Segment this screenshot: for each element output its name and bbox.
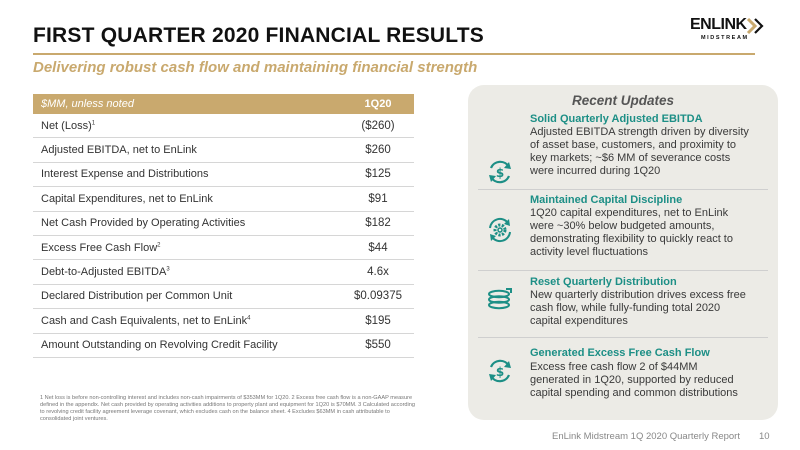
update-body-line: Excess free cash flow 2 of $44MM [530,361,698,373]
row-value: $44 [368,241,388,254]
update-divider [478,270,768,271]
row-label-text: Capital Expenditures, net to EnLink [41,192,213,205]
enlink-logo: ENLINK MIDSTREAM [690,16,772,48]
update-divider [478,189,768,190]
dollar-cycle-icon: $ [486,357,514,385]
row-value: $182 [365,217,391,230]
row-value: $195 [365,314,391,327]
row-value: ($260) [361,119,395,132]
update-heading: Solid Quarterly Adjusted EBITDA [530,113,703,125]
update-body: Excess free cash flow 2 of $44MM generate… [530,361,770,400]
table-row: Cash and Cash Equivalents, net to EnLink… [33,309,414,334]
recent-updates-panel: Recent Updates $ Solid Quarterly Adjuste… [468,85,778,420]
report-name: EnLink Midstream 1Q 2020 Quarterly Repor… [552,431,740,442]
table-row: Net (Loss)1 ($260) [33,114,414,139]
row-label: Cash and Cash Equivalents, net to EnLink… [33,315,342,327]
dollar-cycle-icon: $ [486,158,514,186]
table-header: $MM, unless noted 1Q20 [33,94,414,114]
update-body-line: New quarterly distribution drives excess… [530,289,746,301]
row-label-text: Cash and Cash Equivalents, net to EnLink [41,314,248,327]
logo-chevron-icon [746,17,764,35]
row-label: Adjusted EBITDA, net to EnLink [33,144,342,156]
update-body: 1Q20 capital expenditures, net to EnLink… [530,207,770,259]
gear-cycle-icon [486,216,514,244]
update-body: Adjusted EBITDA strength driven by diver… [530,126,770,178]
title-rule [33,53,755,55]
footnote-marker: 4 [247,315,251,322]
update-body-line: generated in 1Q20, supported by reduced [530,374,734,386]
update-heading: Maintained Capital Discipline [530,194,683,206]
update-body-line: Adjusted EBITDA strength driven by diver… [530,126,749,138]
update-heading: Generated Excess Free Cash Flow [530,347,710,359]
footnote-marker: 1 [91,120,96,127]
svg-text:$: $ [496,365,504,379]
table-row: Adjusted EBITDA, net to EnLink $260 [33,138,414,163]
row-label: Net Cash Provided by Operating Activitie… [33,217,342,229]
page-title: FIRST QUARTER 2020 FINANCIAL RESULTS [33,24,484,47]
row-value: $260 [365,144,391,157]
row-value: $125 [365,168,391,181]
coins-stack-icon [486,284,514,312]
svg-text:$: $ [496,166,504,180]
panel-title: Recent Updates [571,93,675,108]
row-label-text: Excess Free Cash Flow [41,241,158,254]
row-label-text: Declared Distribution per Common Unit [41,290,233,303]
row-label-text: Debt-to-Adjusted EBITDA [41,266,167,279]
row-value: $0.09375 [354,290,402,303]
update-body-line: were ~30% below budgeted amounts, [530,220,715,232]
update-body-line: activity level fluctuations [530,246,648,258]
update-heading: Reset Quarterly Distribution [530,276,677,288]
row-label: Amount Outstanding on Revolving Credit F… [33,339,342,351]
table-row: Amount Outstanding on Revolving Credit F… [33,334,414,358]
row-label: Capital Expenditures, net to EnLink [33,193,342,205]
footnote-marker: 3 [166,266,170,273]
update-body-line: cash flow, while fully-funding total 202… [530,302,721,314]
row-label-text: Net (Loss) [41,119,92,132]
update-body-line: capital spending and common distribution… [530,387,738,399]
update-body: New quarterly distribution drives excess… [530,289,770,328]
logo-sub: MIDSTREAM [701,35,749,41]
row-label: Declared Distribution per Common Unit [33,290,342,302]
table-row: Net Cash Provided by Operating Activitie… [33,212,414,236]
row-label: Debt-to-Adjusted EBITDA3 [33,266,342,278]
table-row: Interest Expense and Distributions $125 [33,163,414,188]
row-label: Interest Expense and Distributions [33,168,342,180]
table-row: Debt-to-Adjusted EBITDA3 4.6x [33,260,414,285]
update-body-line: demonstrating flexibility to quickly rea… [530,233,733,245]
table-row: Declared Distribution per Common Unit $0.… [33,285,414,310]
footnote: 1 Net loss is before non-controlling int… [40,395,416,422]
row-value: 4.6x [367,266,389,279]
page-subtitle: Delivering robust cash flow and maintain… [33,59,478,76]
update-body-line: were incurred during 1Q20 [530,165,661,177]
table-row: Capital Expenditures, net to EnLink $91 [33,187,414,212]
logo-word: ENLINK [690,16,747,33]
row-label-text: Adjusted EBITDA, net to EnLink [41,144,197,157]
footnote-marker: 2 [157,241,161,248]
update-body-line: of asset base, customers, and proximity … [530,139,737,151]
update-body-line: 1Q20 capital expenditures, net to EnLink [530,207,729,219]
row-label-text: Interest Expense and Distributions [41,168,209,181]
table-header-label: $MM, unless noted [41,98,134,110]
row-value: $91 [368,192,388,205]
update-body-line: key markets; ~$6 MM of severance costs [530,152,731,164]
row-label-text: Amount Outstanding on Revolving Credit F… [41,339,278,352]
update-body-line: capital expenditures [530,315,628,327]
row-label: Excess Free Cash Flow2 [33,242,342,254]
update-divider [478,337,768,338]
table-header-col: 1Q20 [364,98,392,110]
row-value: $550 [365,339,391,352]
financial-table: $MM, unless noted 1Q20 Net (Loss)1 ($260)… [33,94,414,358]
row-label-text: Net Cash Provided by Operating Activitie… [41,217,246,230]
page-number: 10 [759,431,770,442]
row-label: Net (Loss)1 [33,120,342,132]
table-row: Excess Free Cash Flow2 $44 [33,236,414,261]
